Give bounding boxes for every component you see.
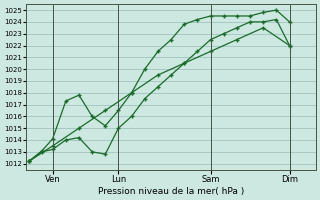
X-axis label: Pression niveau de la mer( hPa ): Pression niveau de la mer( hPa ) xyxy=(98,187,244,196)
